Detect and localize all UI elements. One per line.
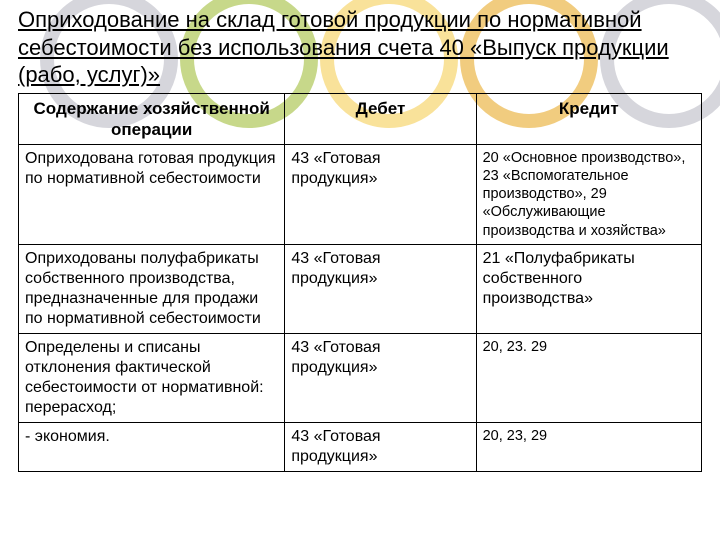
cell-operation: Оприходованы полуфабрикаты собственного …	[19, 244, 285, 333]
table-row: Оприходована готовая продукция по нормат…	[19, 145, 702, 245]
cell-operation: Определены и списаны отклонения фактичес…	[19, 333, 285, 422]
header-debit: Дебет	[285, 93, 476, 145]
cell-credit: 20 «Основное производство», 23 «Вспомога…	[476, 145, 701, 245]
table-row: Оприходованы полуфабрикаты собственного …	[19, 244, 702, 333]
cell-credit: 20, 23. 29	[476, 333, 701, 422]
cell-debit: 43 «Готовая продукция»	[285, 333, 476, 422]
accounting-table: Содержание хозяйственной операции Дебет …	[18, 93, 702, 472]
cell-debit: 43 «Готовая продукция»	[285, 422, 476, 471]
table-header-row: Содержание хозяйственной операции Дебет …	[19, 93, 702, 145]
cell-credit: 21 «Полуфабрикаты собственного производс…	[476, 244, 701, 333]
cell-debit: 43 «Готовая продукция»	[285, 244, 476, 333]
page-title: Оприходование на склад готовой продукции…	[18, 6, 702, 89]
content: Оприходование на склад готовой продукции…	[0, 0, 720, 472]
table-row: Определены и списаны отклонения фактичес…	[19, 333, 702, 422]
header-operation: Содержание хозяйственной операции	[19, 93, 285, 145]
header-credit: Кредит	[476, 93, 701, 145]
table-row: - экономия.43 «Готовая продукция»20, 23,…	[19, 422, 702, 471]
cell-operation: - экономия.	[19, 422, 285, 471]
cell-operation: Оприходована готовая продукция по нормат…	[19, 145, 285, 245]
cell-credit: 20, 23, 29	[476, 422, 701, 471]
cell-debit: 43 «Готовая продукция»	[285, 145, 476, 245]
